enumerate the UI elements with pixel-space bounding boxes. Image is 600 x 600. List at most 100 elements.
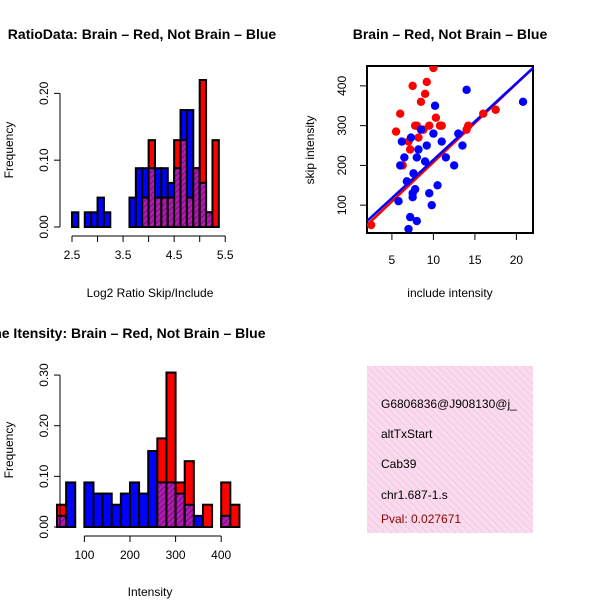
intensity-bars <box>56 371 241 529</box>
not-brain-point <box>427 200 436 210</box>
info-pval: Pval: 0.027671 <box>381 512 461 526</box>
brain-point <box>414 133 423 142</box>
not-brain-bar <box>138 492 150 528</box>
ratio-title: RatioData: Brain – Red, Not Brain – Blue <box>8 26 277 42</box>
info-line-1: G6806836@J908130@j_ <box>381 397 517 411</box>
brain-point <box>367 220 376 230</box>
not-brain-bar <box>110 503 122 528</box>
brain-point <box>422 77 431 87</box>
y-tick-label: 400 <box>335 76 349 96</box>
not-brain-point <box>414 145 423 154</box>
x-tick-label: 4.5 <box>166 248 183 262</box>
not-brain-point <box>429 129 438 138</box>
brain-bar <box>229 503 241 528</box>
ratio-axes: 2.5 3.5 4.5 5.5 0.00 0.10 0.20 <box>37 81 234 262</box>
not-brain-bar <box>71 211 80 229</box>
intensity-xlabel: Intensity <box>128 585 173 599</box>
info-line-2: altTxStart <box>381 427 433 441</box>
scatter-plot: Brain – Red, Not Brain – Blue 5 10 15 20 100… <box>303 26 547 300</box>
not-brain-bar <box>83 481 95 528</box>
x-tick-label: 200 <box>120 548 140 562</box>
not-brain-bar <box>101 492 113 528</box>
not-brain-point <box>405 212 415 222</box>
not-brain-point <box>425 189 434 198</box>
not-brain-point <box>396 161 405 170</box>
not-brain-point <box>408 193 417 202</box>
y-tick-label: 0.30 <box>37 363 51 387</box>
x-tick-label: 5 <box>389 253 396 267</box>
brain-point <box>425 121 434 130</box>
brain-point <box>405 145 415 154</box>
brain-point <box>437 121 446 130</box>
y-tick-label: 0.10 <box>37 148 51 172</box>
intensity-histogram: Gene Itensity: Brain – Red, Not Brain – … <box>0 325 266 599</box>
not-brain-fit-line <box>367 67 533 222</box>
not-brain-point <box>441 153 451 162</box>
info-line-4: chr1.687-1.s <box>381 488 448 502</box>
not-brain-point <box>416 125 426 134</box>
not-brain-point <box>409 169 418 178</box>
brain-point <box>491 105 500 114</box>
not-brain-point <box>462 85 471 95</box>
y-tick-label: 100 <box>335 195 349 215</box>
x-tick-label: 10 <box>427 253 441 267</box>
overlap-bar <box>156 481 168 528</box>
not-brain-point <box>400 153 409 162</box>
not-brain-point <box>394 196 403 206</box>
brain-point <box>408 81 417 91</box>
not-brain-point <box>397 137 407 146</box>
x-tick-label: 5.5 <box>217 248 234 262</box>
overlap-bar <box>220 514 232 529</box>
not-brain-bar <box>128 481 141 528</box>
brain-point <box>464 121 473 130</box>
y-tick-label: 0.00 <box>37 215 51 239</box>
x-tick-label: 3.5 <box>115 248 132 262</box>
not-brain-bar <box>147 450 159 528</box>
not-brain-point <box>412 153 421 162</box>
info-line-3: Cab39 <box>381 457 417 471</box>
brain-point <box>416 97 426 106</box>
not-brain-point <box>406 133 416 142</box>
scatter-ylabel: skip intensity <box>303 116 317 185</box>
brain-point <box>391 127 401 136</box>
overlap-bar <box>56 514 68 529</box>
ratio-bars <box>71 79 220 229</box>
not-brain-point <box>449 161 459 170</box>
brain-point <box>396 109 405 118</box>
not-brain-bar <box>65 481 77 528</box>
not-brain-point <box>422 141 431 150</box>
not-brain-bar <box>102 211 112 229</box>
x-tick-label: 15 <box>468 253 482 267</box>
brain-point <box>431 113 441 122</box>
not-brain-point <box>437 137 446 146</box>
not-brain-point <box>404 224 413 233</box>
not-brain-bar <box>192 514 204 529</box>
intensity-ylabel: Frequency <box>2 422 16 479</box>
info-panel: G6806836@J908130@j_ altTxStart Cab39 chr… <box>367 366 533 533</box>
not-brain-point <box>412 216 421 226</box>
x-tick-label: 2.5 <box>64 248 81 262</box>
not-brain-point <box>433 181 442 190</box>
overlap-bar <box>183 503 195 528</box>
y-tick-label: 0.20 <box>37 414 51 438</box>
x-tick-label: 20 <box>510 253 524 267</box>
not-brain-point <box>458 141 467 150</box>
info-background <box>367 366 533 533</box>
intensity-title: Gene Itensity: Brain – Red, Not Brain – … <box>0 325 266 341</box>
overlap-bar <box>165 481 177 528</box>
y-tick-label: 0.20 <box>37 81 51 105</box>
x-tick-label: 400 <box>211 548 231 562</box>
not-brain-point <box>430 101 440 110</box>
y-tick-label: 200 <box>335 155 349 175</box>
ratio-xlabel: Log2 Ratio Skip/Include <box>87 286 214 300</box>
y-tick-label: 300 <box>335 115 349 135</box>
scatter-title: Brain – Red, Not Brain – Blue <box>353 26 548 42</box>
not-brain-point <box>410 185 420 194</box>
brain-bar <box>201 503 214 528</box>
y-tick-label: 0.10 <box>37 464 51 488</box>
y-tick-label: 0.00 <box>37 515 51 539</box>
overlap-bar <box>198 181 208 228</box>
scatter-axes: 5 10 15 20 100 200 300 400 <box>335 76 523 267</box>
scatter-xlabel: include intensity <box>407 286 492 300</box>
x-tick-label: 300 <box>166 548 186 562</box>
